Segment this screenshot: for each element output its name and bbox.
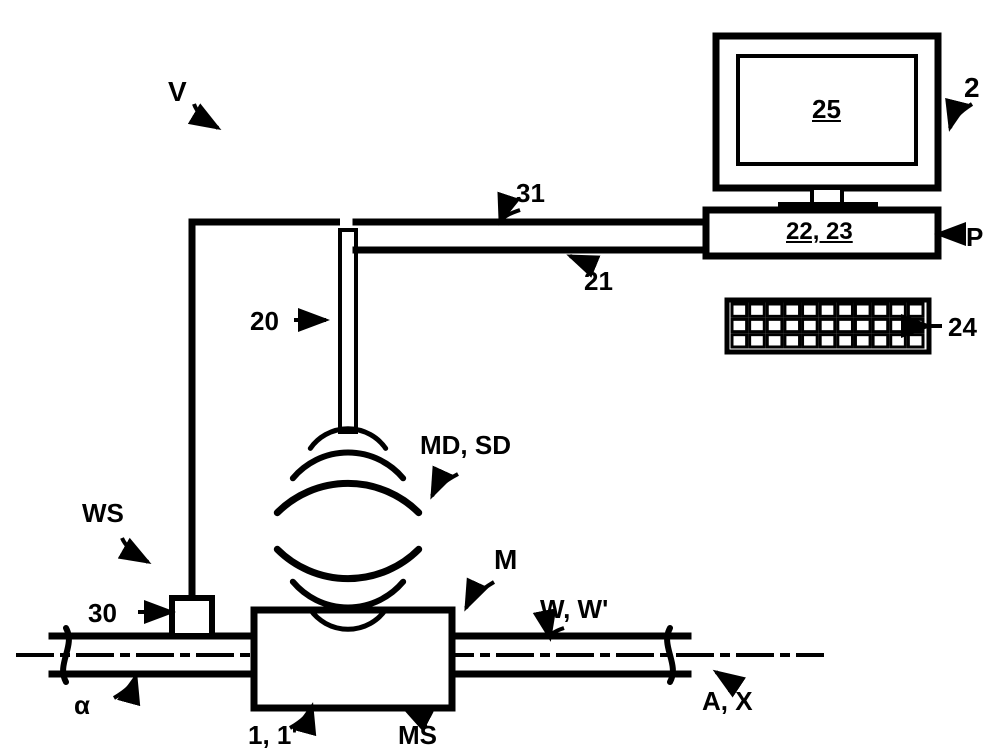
label-mdsd: MD, SD (420, 430, 511, 461)
label-ax: A, X (702, 686, 753, 717)
label-ws: WS (82, 498, 124, 529)
label-monitor25: 25 (812, 94, 841, 125)
label-1: 1, 1' (248, 720, 298, 751)
label-20: 20 (250, 306, 279, 337)
label-v: V (168, 76, 187, 108)
label-21: 21 (584, 266, 613, 297)
label-31: 31 (516, 178, 545, 209)
label-ms: MS (398, 720, 437, 751)
label-pc2223: 22, 23 (786, 218, 853, 246)
label-30: 30 (88, 598, 117, 629)
label-alpha: α (74, 690, 90, 721)
label-ww: W, W' (540, 594, 608, 625)
label-keyboard: 24 (948, 312, 977, 343)
label-system: 2 (964, 72, 980, 104)
label-p: P (966, 222, 983, 253)
label-m: M (494, 544, 517, 576)
